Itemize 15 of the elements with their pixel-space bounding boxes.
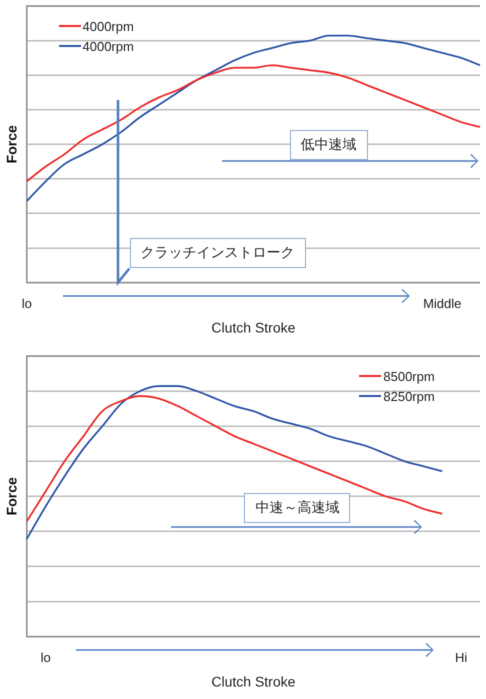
annotation: クラッチインストローク xyxy=(130,238,306,268)
x-tick-label: lo xyxy=(22,296,32,311)
annotation: 低中速域 xyxy=(290,130,368,160)
x-tick-label: Hi xyxy=(454,650,468,665)
legend-label: 8250rpm xyxy=(383,388,435,404)
x-axis-title: Clutch Stroke xyxy=(211,319,296,336)
legend-label: 8500rpm xyxy=(383,368,435,384)
x-axis-title: Clutch Stroke xyxy=(211,673,296,690)
legend-label: 4000rpm xyxy=(82,18,134,34)
y-axis-title: Force xyxy=(3,125,20,164)
x-tick-label: lo xyxy=(40,650,51,665)
y-axis-title: Force xyxy=(3,477,20,516)
x-tick-label: Middle xyxy=(423,296,462,311)
legend-label: 4000rpm xyxy=(82,38,134,54)
annotation: 中速～高速域 xyxy=(244,492,350,523)
